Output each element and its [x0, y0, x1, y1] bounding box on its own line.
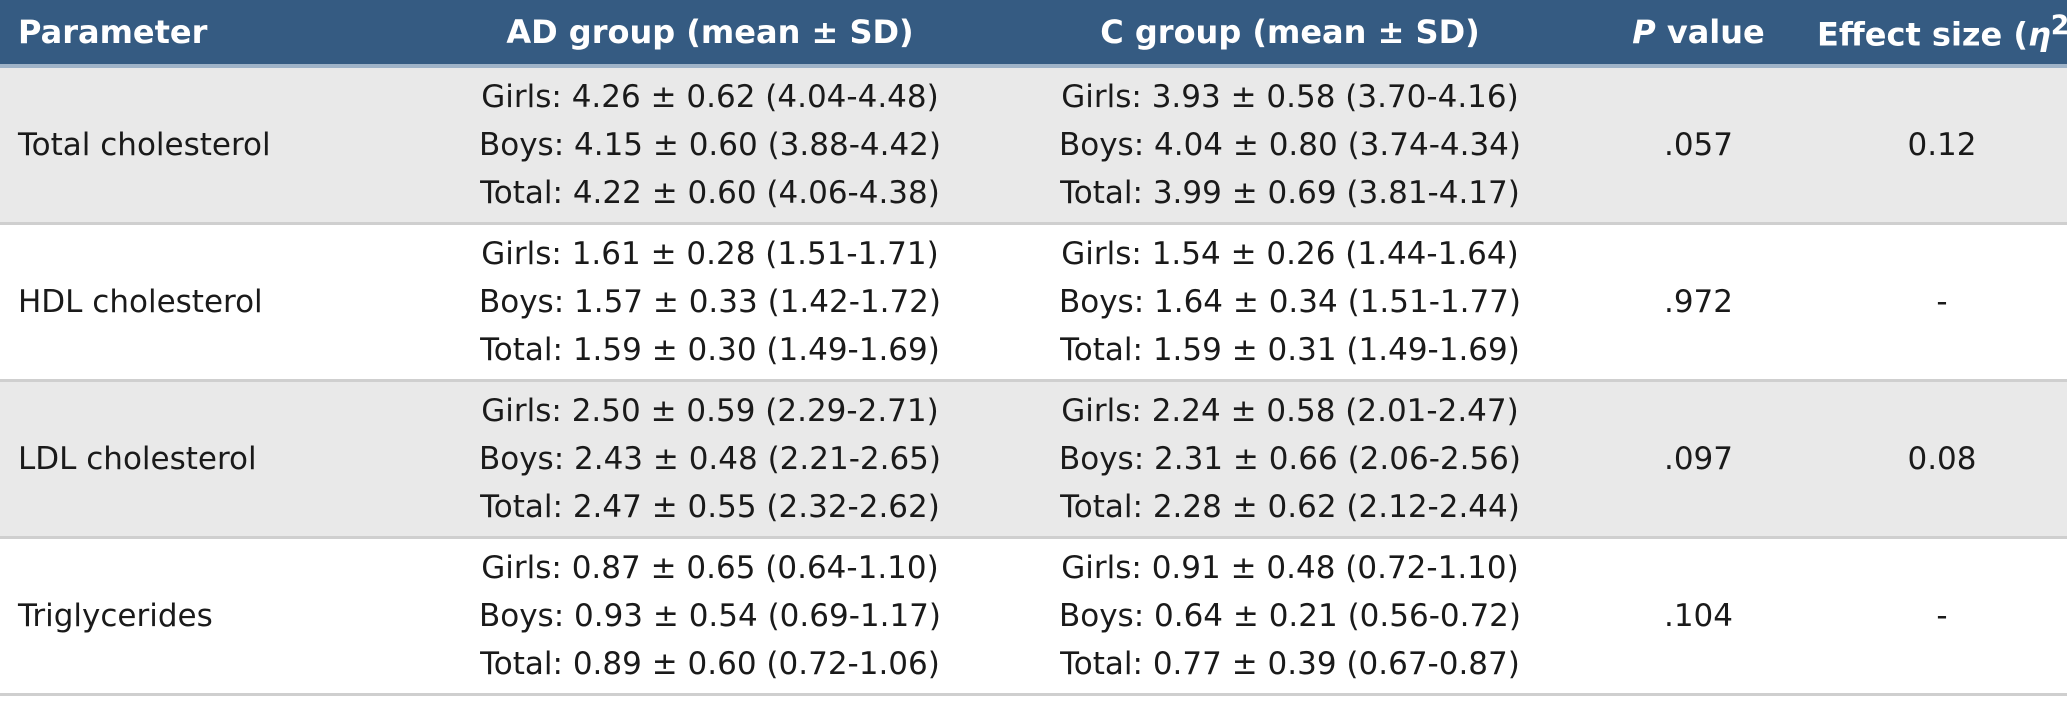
row-ad-values: Girls: 4.26 ± 0.62 (4.04-4.48) Boys: 4.1…	[420, 66, 1000, 223]
row-c-values: Girls: 3.93 ± 0.58 (3.70-4.16) Boys: 4.0…	[1000, 66, 1580, 223]
ad-boys: Boys: 0.93 ± 0.54 (0.69-1.17)	[478, 597, 942, 634]
row-c-values: Girls: 1.54 ± 0.26 (1.44-1.64) Boys: 1.6…	[1000, 223, 1580, 380]
header-effect-sup: 2	[2050, 10, 2067, 42]
row-effect-size: 0.12	[1907, 126, 1977, 163]
row-effect-size: 0.08	[1907, 440, 1977, 477]
table-header: Parameter AD group (mean ± SD) C group (…	[0, 0, 2067, 66]
row-parameter: LDL cholesterol	[18, 440, 257, 477]
row-effect-size: -	[1936, 597, 1948, 634]
lipid-parameters-table-container: Parameter AD group (mean ± SD) C group (…	[0, 0, 2067, 694]
c-girls: Girls: 2.24 ± 0.58 (2.01-2.47)	[1061, 392, 1519, 429]
row-p-value: .097	[1663, 440, 1734, 477]
header-effect-symbol: η	[2028, 15, 2051, 54]
table-row: LDL cholesterol Girls: 2.50 ± 0.59 (2.29…	[0, 380, 2067, 537]
c-total: Total: 3.99 ± 0.69 (3.81-4.17)	[1060, 174, 1520, 211]
c-total: Total: 2.28 ± 0.62 (2.12-2.44)	[1060, 488, 1520, 525]
row-p-value: .972	[1663, 283, 1734, 320]
table-row: HDL cholesterol Girls: 1.61 ± 0.28 (1.51…	[0, 223, 2067, 380]
ad-girls: Girls: 4.26 ± 0.62 (4.04-4.48)	[481, 78, 939, 115]
table-row: Total cholesterol Girls: 4.26 ± 0.62 (4.…	[0, 66, 2067, 223]
c-girls: Girls: 3.93 ± 0.58 (3.70-4.16)	[1061, 78, 1519, 115]
ad-girls: Girls: 1.61 ± 0.28 (1.51-1.71)	[481, 235, 939, 272]
c-boys: Boys: 2.31 ± 0.66 (2.06-2.56)	[1058, 440, 1522, 477]
row-c-values: Girls: 2.24 ± 0.58 (2.01-2.47) Boys: 2.3…	[1000, 380, 1580, 537]
table-row: Triglycerides Girls: 0.87 ± 0.65 (0.64-1…	[0, 537, 2067, 694]
ad-total: Total: 2.47 ± 0.55 (2.32-2.62)	[480, 488, 940, 525]
header-c-group: C group (mean ± SD)	[1100, 13, 1480, 51]
row-parameter: Total cholesterol	[18, 126, 271, 163]
row-ad-values: Girls: 2.50 ± 0.59 (2.29-2.71) Boys: 2.4…	[420, 380, 1000, 537]
row-ad-values: Girls: 0.87 ± 0.65 (0.64-1.10) Boys: 0.9…	[420, 537, 1000, 694]
header-p-italic: P	[1632, 13, 1656, 51]
lipid-parameters-table: Parameter AD group (mean ± SD) C group (…	[0, 0, 2067, 694]
ad-total: Total: 1.59 ± 0.30 (1.49-1.69)	[480, 331, 940, 368]
ad-boys: Boys: 1.57 ± 0.33 (1.42-1.72)	[478, 283, 942, 320]
row-ad-values: Girls: 1.61 ± 0.28 (1.51-1.71) Boys: 1.5…	[420, 223, 1000, 380]
row-parameter: Triglycerides	[18, 597, 213, 634]
header-p-rest: value	[1655, 13, 1765, 51]
row-c-values: Girls: 0.91 ± 0.48 (0.72-1.10) Boys: 0.6…	[1000, 537, 1580, 694]
header-ad-group: AD group (mean ± SD)	[506, 13, 914, 51]
c-boys: Boys: 0.64 ± 0.21 (0.56-0.72)	[1058, 597, 1522, 634]
ad-girls: Girls: 0.87 ± 0.65 (0.64-1.10)	[481, 549, 939, 586]
c-total: Total: 0.77 ± 0.39 (0.67-0.87)	[1060, 645, 1520, 682]
header-row: Parameter AD group (mean ± SD) C group (…	[0, 0, 2067, 66]
ad-girls: Girls: 2.50 ± 0.59 (2.29-2.71)	[481, 392, 939, 429]
c-boys: Boys: 1.64 ± 0.34 (1.51-1.77)	[1058, 283, 1522, 320]
row-effect-size: -	[1936, 283, 1948, 320]
c-total: Total: 1.59 ± 0.31 (1.49-1.69)	[1060, 331, 1520, 368]
header-parameter: Parameter	[18, 13, 208, 51]
header-p-value: P value	[1580, 0, 1817, 66]
ad-total: Total: 0.89 ± 0.60 (0.72-1.06)	[480, 645, 940, 682]
table-body: Total cholesterol Girls: 4.26 ± 0.62 (4.…	[0, 66, 2067, 694]
ad-boys: Boys: 2.43 ± 0.48 (2.21-2.65)	[478, 440, 942, 477]
header-effect-prefix: Effect size (	[1817, 15, 2028, 54]
ad-total: Total: 4.22 ± 0.60 (4.06-4.38)	[480, 174, 940, 211]
c-boys: Boys: 4.04 ± 0.80 (3.74-4.34)	[1058, 126, 1522, 163]
row-parameter: HDL cholesterol	[18, 283, 263, 320]
row-p-value: .104	[1663, 597, 1734, 634]
header-effect-size: Effect size (η2)	[1817, 0, 2067, 66]
c-girls: Girls: 1.54 ± 0.26 (1.44-1.64)	[1061, 235, 1519, 272]
c-girls: Girls: 0.91 ± 0.48 (0.72-1.10)	[1061, 549, 1519, 586]
ad-boys: Boys: 4.15 ± 0.60 (3.88-4.42)	[478, 126, 942, 163]
row-p-value: .057	[1663, 126, 1734, 163]
